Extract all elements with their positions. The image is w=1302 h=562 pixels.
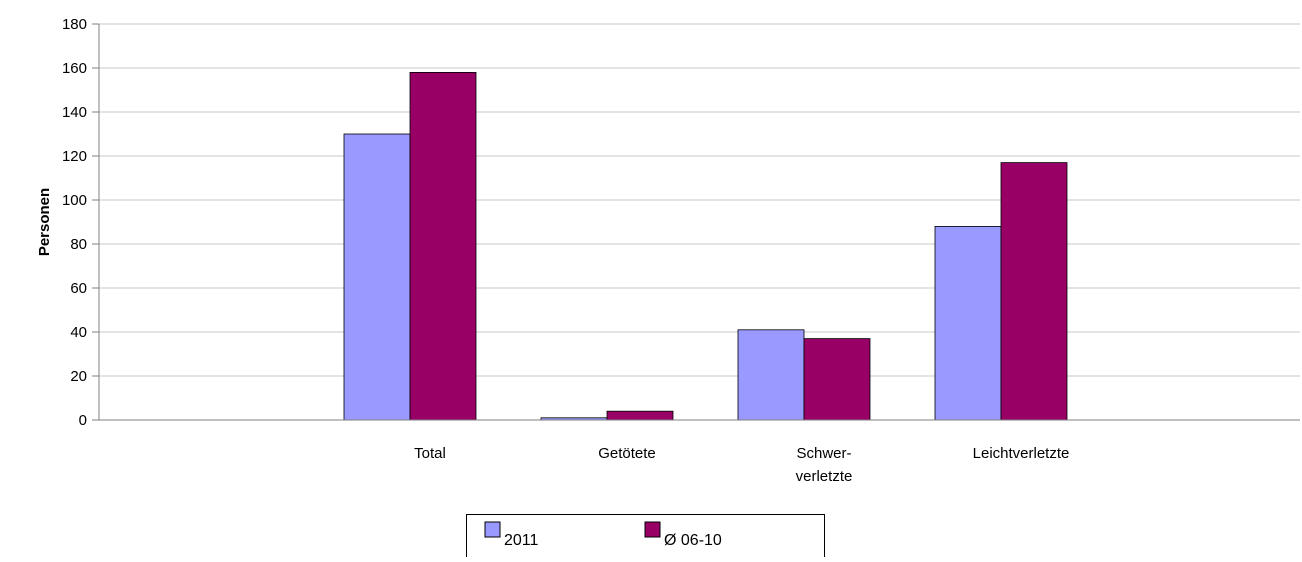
legend: 2011 Ø 06-10 bbox=[466, 514, 825, 559]
y-tick-label: 160 bbox=[62, 60, 87, 77]
y-tick-label: 40 bbox=[70, 324, 87, 341]
y-tick-label: 0 bbox=[79, 412, 87, 429]
bar-series2 bbox=[803, 338, 871, 421]
legend-swatch bbox=[484, 521, 501, 538]
bar-series1 bbox=[934, 225, 1002, 421]
bars bbox=[343, 72, 1068, 421]
gridlines bbox=[99, 23, 1300, 377]
bar-series1 bbox=[343, 133, 411, 421]
legend-label: 2011 bbox=[504, 532, 539, 549]
bar-series2 bbox=[606, 410, 674, 421]
x-category-labels: Total Getötete Schwer-verletzte Leichtverle… bbox=[414, 445, 1069, 485]
y-tick-label: 180 bbox=[62, 16, 87, 33]
x-category-label: Getötete bbox=[598, 445, 656, 462]
legend-label: Ø 06-10 bbox=[664, 532, 722, 549]
axes bbox=[98, 24, 1300, 421]
x-category-label: verletzte bbox=[796, 468, 853, 485]
y-tick-label: 140 bbox=[62, 104, 87, 121]
y-tick-label: 80 bbox=[70, 236, 87, 253]
y-tick-label: 60 bbox=[70, 280, 87, 297]
x-category-label: Schwer- bbox=[796, 445, 851, 462]
y-axis-label: Personen bbox=[36, 188, 53, 256]
x-category-label: Total bbox=[414, 445, 446, 462]
y-tick-label: 100 bbox=[62, 192, 87, 209]
bar-series1 bbox=[737, 329, 805, 421]
y-tick-labels: 0 20 40 60 80 100 120 140 160 180 bbox=[62, 16, 99, 429]
y-tick-label: 20 bbox=[70, 368, 87, 385]
x-category-label: Leichtverletzte bbox=[973, 445, 1070, 462]
y-tick-label: 120 bbox=[62, 148, 87, 165]
legend-swatch bbox=[644, 521, 661, 538]
bar-series2 bbox=[409, 72, 477, 421]
bar-series2 bbox=[1000, 162, 1068, 421]
